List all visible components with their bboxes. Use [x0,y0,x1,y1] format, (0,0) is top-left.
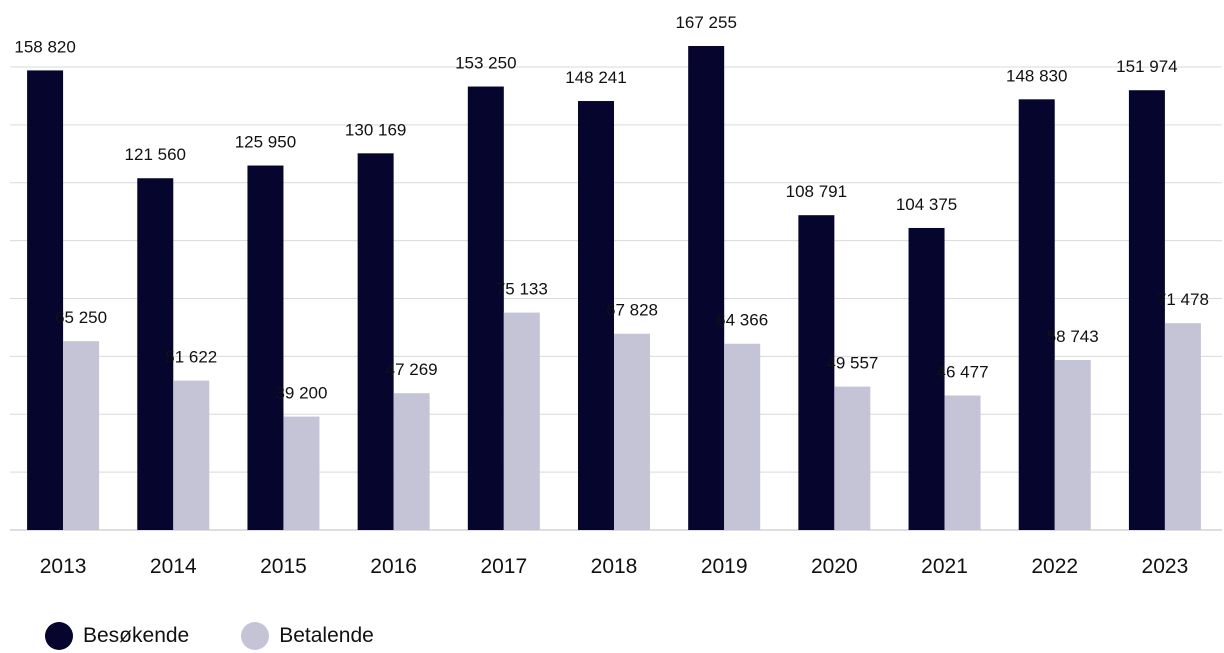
data-label: 75 133 [496,280,548,299]
data-label: 108 791 [786,182,847,201]
bar-besokende-2017[interactable] [467,86,504,531]
legend-item-betalende[interactable]: Betalende [241,622,374,650]
bar-besokende-2020[interactable] [798,215,835,531]
data-label: 167 255 [675,13,736,32]
data-label: 39 200 [275,384,327,403]
data-label: 65 250 [55,308,107,327]
data-label: 71 478 [1157,290,1209,309]
bar-betalende-2014[interactable] [173,380,210,530]
data-label: 151 974 [1116,57,1177,76]
bar-besokende-2019[interactable] [688,46,725,530]
data-label: 46 477 [937,363,989,382]
x-tick-label: 2017 [480,555,527,578]
data-label: 67 828 [606,301,658,320]
x-tick-label: 2022 [1031,555,1078,578]
data-label: 58 743 [1047,327,1099,346]
bar-besokende-2021[interactable] [908,227,945,530]
data-label: 125 950 [235,133,296,152]
legend: Besøkende Betalende [45,622,426,650]
bar-besokende-2015[interactable] [247,165,284,531]
data-label: 121 560 [125,145,186,164]
bar-betalende-2019[interactable] [724,343,761,530]
legend-label-besokende: Besøkende [83,624,190,647]
data-label: 49 557 [826,354,878,373]
x-tick-label: 2014 [150,555,197,578]
x-tick-label: 2019 [701,555,748,578]
legend-item-besokende[interactable]: Besøkende [45,622,189,650]
bar-betalende-2021[interactable] [944,395,981,530]
bar-betalende-2016[interactable] [393,393,430,530]
data-label: 153 250 [455,54,516,73]
bar-betalende-2015[interactable] [283,416,320,530]
bar-besokende-2022[interactable] [1018,99,1055,531]
x-tick-label: 2015 [260,555,307,578]
data-label: 51 622 [165,348,217,367]
data-label: 158 820 [14,37,75,56]
data-label: 130 169 [345,120,406,139]
x-tick-label: 2013 [40,555,87,578]
bar-betalende-2017[interactable] [503,312,540,530]
data-label: 148 830 [1006,66,1067,85]
bar-besokende-2013[interactable] [27,70,64,531]
bar-besokende-2014[interactable] [137,178,174,530]
x-tick-label: 2020 [811,555,858,578]
bar-chart: 158 820 65 250 2013 121 560 51 622 2014 125 95… [10,13,1222,578]
legend-swatch-betalende [241,622,270,650]
bar-betalende-2013[interactable] [63,341,100,530]
bar-betalende-2023[interactable] [1164,323,1201,530]
data-label: 47 269 [386,360,438,379]
bar-betalende-2018[interactable] [614,333,650,530]
x-tick-label: 2023 [1142,555,1189,578]
x-tick-label: 2018 [591,555,638,578]
x-tick-label: 2021 [921,555,968,578]
bar-betalende-2020[interactable] [834,386,871,530]
x-tick-label: 2016 [370,555,417,578]
bar-besokende-2023[interactable] [1128,90,1165,531]
legend-swatch-besokende [45,622,73,650]
legend-label-betalende: Betalende [279,624,374,647]
data-label: 148 241 [565,68,626,87]
bar-besokende-2018[interactable] [578,101,614,531]
bar-betalende-2022[interactable] [1054,360,1091,530]
bar-besokende-2016[interactable] [357,153,394,530]
data-label: 64 366 [716,311,768,330]
data-label: 104 375 [896,195,957,214]
